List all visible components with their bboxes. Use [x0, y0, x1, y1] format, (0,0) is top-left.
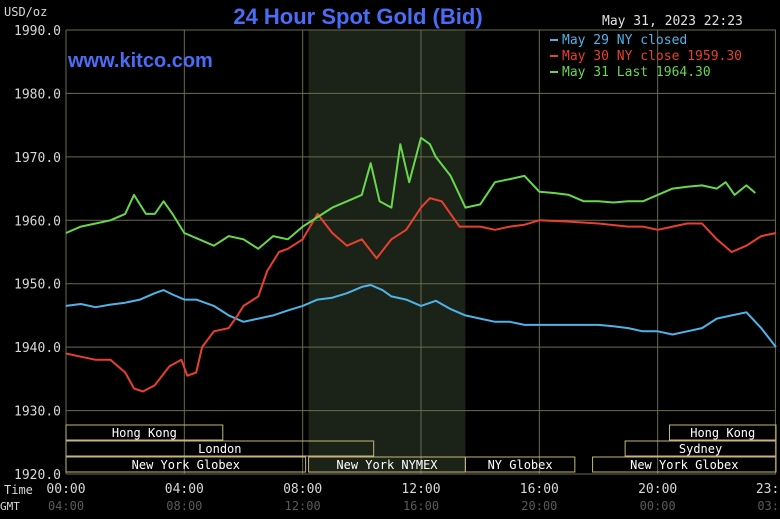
session-label: London	[198, 442, 241, 456]
y-tick-label: 1990.0	[14, 24, 61, 39]
session-label: NY Globex	[488, 458, 553, 472]
x-tick-label-secondary: 12:00	[285, 499, 321, 513]
chart-title: 24 Hour Spot Gold (Bid)	[233, 4, 482, 29]
y-tick-label: 1930.0	[14, 405, 61, 420]
x-tick-label-secondary: 00:00	[640, 499, 676, 513]
chart-timestamp: May 31, 2023 22:23	[602, 14, 743, 29]
market-sessions: Hong Kong London New York Globex New York N…	[65, 424, 777, 473]
y-tick-label: 1950.0	[14, 278, 61, 293]
session-bar	[464, 456, 576, 473]
legend-entry: May 31 Last 1964.30	[562, 65, 711, 80]
session-bar	[65, 456, 307, 473]
session-label: Hong Kong	[112, 426, 177, 440]
session-label: Sydney	[679, 442, 722, 456]
session-bar	[592, 456, 777, 473]
x-axis-label: Time	[4, 483, 33, 497]
session-bar	[65, 424, 224, 441]
y-tick-label: 1970.0	[14, 151, 61, 166]
session-label: New York Globex	[132, 458, 240, 472]
y-tick-label: 1980.0	[14, 87, 61, 102]
x-tick-label: 16:00	[520, 482, 559, 497]
y-tick-label: 1960.0	[14, 214, 61, 229]
series-line-may-30	[65, 197, 777, 393]
session-label: Hong Kong	[690, 426, 755, 440]
session-label: New York Globex	[630, 458, 738, 472]
x-tick-label-secondary: 04:00	[48, 499, 84, 513]
session-bar	[65, 440, 375, 457]
price-series	[65, 136, 777, 393]
axes: 1990.0 1980.0 1970.0 1960.0 1950.0 1940.0 1930…	[14, 24, 780, 513]
legend-entry: May 30 NY close 1959.30	[562, 49, 742, 64]
site-url: www.kitco.com	[67, 50, 213, 72]
series-line-may-29	[65, 284, 777, 348]
x-tick-label-secondary: 16:00	[403, 499, 439, 513]
x-tick-label: 08:00	[283, 482, 322, 497]
x-tick-label: 20:00	[638, 482, 677, 497]
x-tick-label: 00:00	[46, 482, 85, 497]
x-tick-label-secondary: 08:00	[166, 499, 202, 513]
x-tick-label: 23:59	[756, 482, 780, 497]
x-tick-label: 12:00	[401, 482, 440, 497]
x-tick-label-secondary: 03:59	[757, 499, 780, 513]
series-line-may-31	[65, 136, 756, 250]
x-tick-label-secondary: 20:00	[521, 499, 557, 513]
nymex-session-shade	[308, 30, 466, 474]
timezone-label: GMT	[0, 500, 20, 513]
y-axis-label: USD/oz	[4, 5, 47, 19]
y-tick-label: 1920.0	[14, 468, 61, 483]
x-tick-label: 04:00	[165, 482, 204, 497]
session-bar	[624, 440, 777, 457]
legend-entry: May 29 NY closed	[562, 33, 687, 48]
grid	[65, 29, 776, 475]
session-bar	[669, 424, 777, 441]
session-label: New York NYMEX	[336, 458, 438, 472]
y-tick-label: 1940.0	[14, 341, 61, 356]
